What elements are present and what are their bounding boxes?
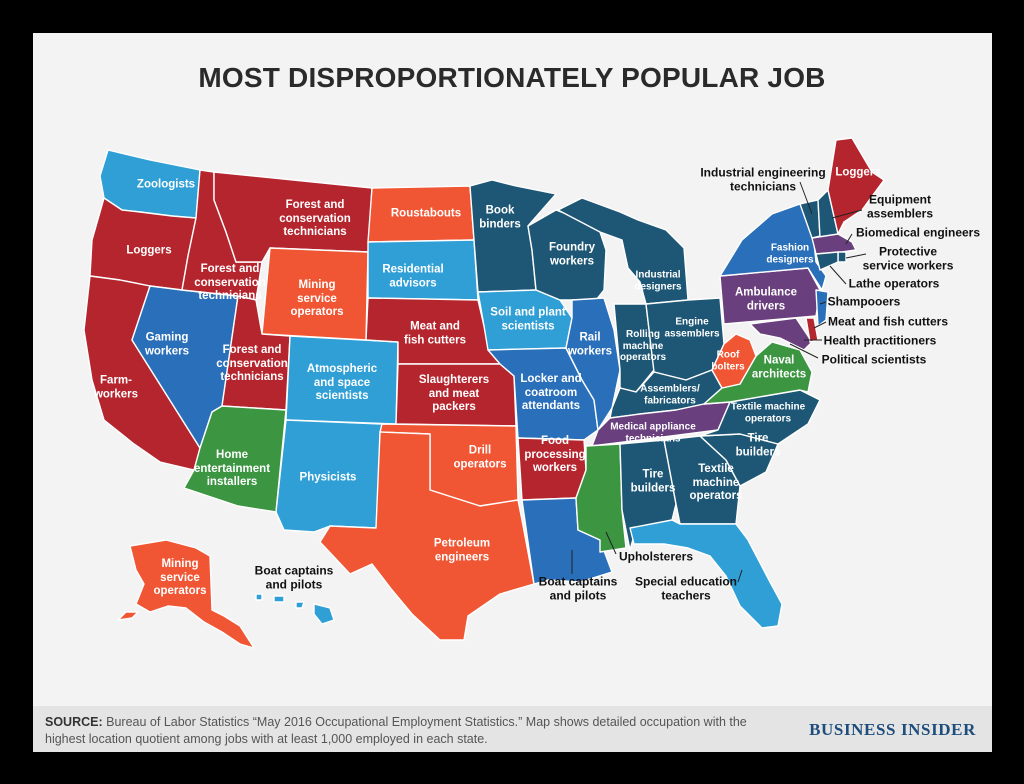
leader-line-de bbox=[813, 321, 827, 329]
leader-line-fl bbox=[737, 569, 743, 583]
leader-line-ma bbox=[845, 233, 853, 245]
state-tx bbox=[319, 431, 535, 641]
leader-line-nh bbox=[831, 209, 863, 219]
state-ri bbox=[837, 251, 847, 263]
source-text: Bureau of Labor Statistics “May 2016 Occ… bbox=[45, 715, 747, 746]
source-note: SOURCE: Bureau of Labor Statistics “May … bbox=[45, 714, 765, 748]
state-sd bbox=[367, 239, 479, 301]
state-wv bbox=[711, 333, 757, 389]
state-nd bbox=[367, 185, 475, 243]
state-wy bbox=[261, 247, 369, 341]
leader-line-vt bbox=[799, 181, 813, 215]
state-hi-3 bbox=[295, 601, 305, 609]
leader-line-nj bbox=[819, 301, 827, 305]
leader-line-ms bbox=[605, 531, 617, 555]
state-hi-2 bbox=[273, 595, 285, 603]
footer: SOURCE: Bureau of Labor Statistics “May … bbox=[33, 706, 992, 752]
state-ak bbox=[129, 539, 255, 649]
state-nm bbox=[275, 419, 383, 533]
source-label: SOURCE: bbox=[45, 715, 103, 729]
state-fl bbox=[629, 519, 783, 629]
state-ca bbox=[83, 275, 201, 471]
leader-line-ri bbox=[845, 253, 867, 259]
state-ar bbox=[517, 437, 587, 501]
state-az bbox=[183, 405, 287, 513]
state-hi-4 bbox=[313, 603, 335, 625]
state-ct bbox=[815, 251, 839, 271]
page-title: MOST DISPROPORTIONATELY POPULAR JOB bbox=[198, 62, 826, 93]
state-me bbox=[827, 137, 885, 235]
state-co bbox=[285, 335, 399, 425]
state-hi-1 bbox=[255, 593, 263, 601]
state-ak-islands bbox=[117, 611, 139, 621]
state-pa bbox=[719, 267, 821, 325]
state-ks bbox=[395, 363, 517, 427]
leader-line-dc bbox=[789, 343, 819, 359]
leader-line-ct bbox=[829, 265, 847, 285]
brand-logo: BUSINESS INSIDER bbox=[809, 720, 976, 739]
state-ma bbox=[811, 233, 857, 255]
state-md bbox=[749, 317, 813, 351]
state-nj bbox=[815, 289, 829, 327]
